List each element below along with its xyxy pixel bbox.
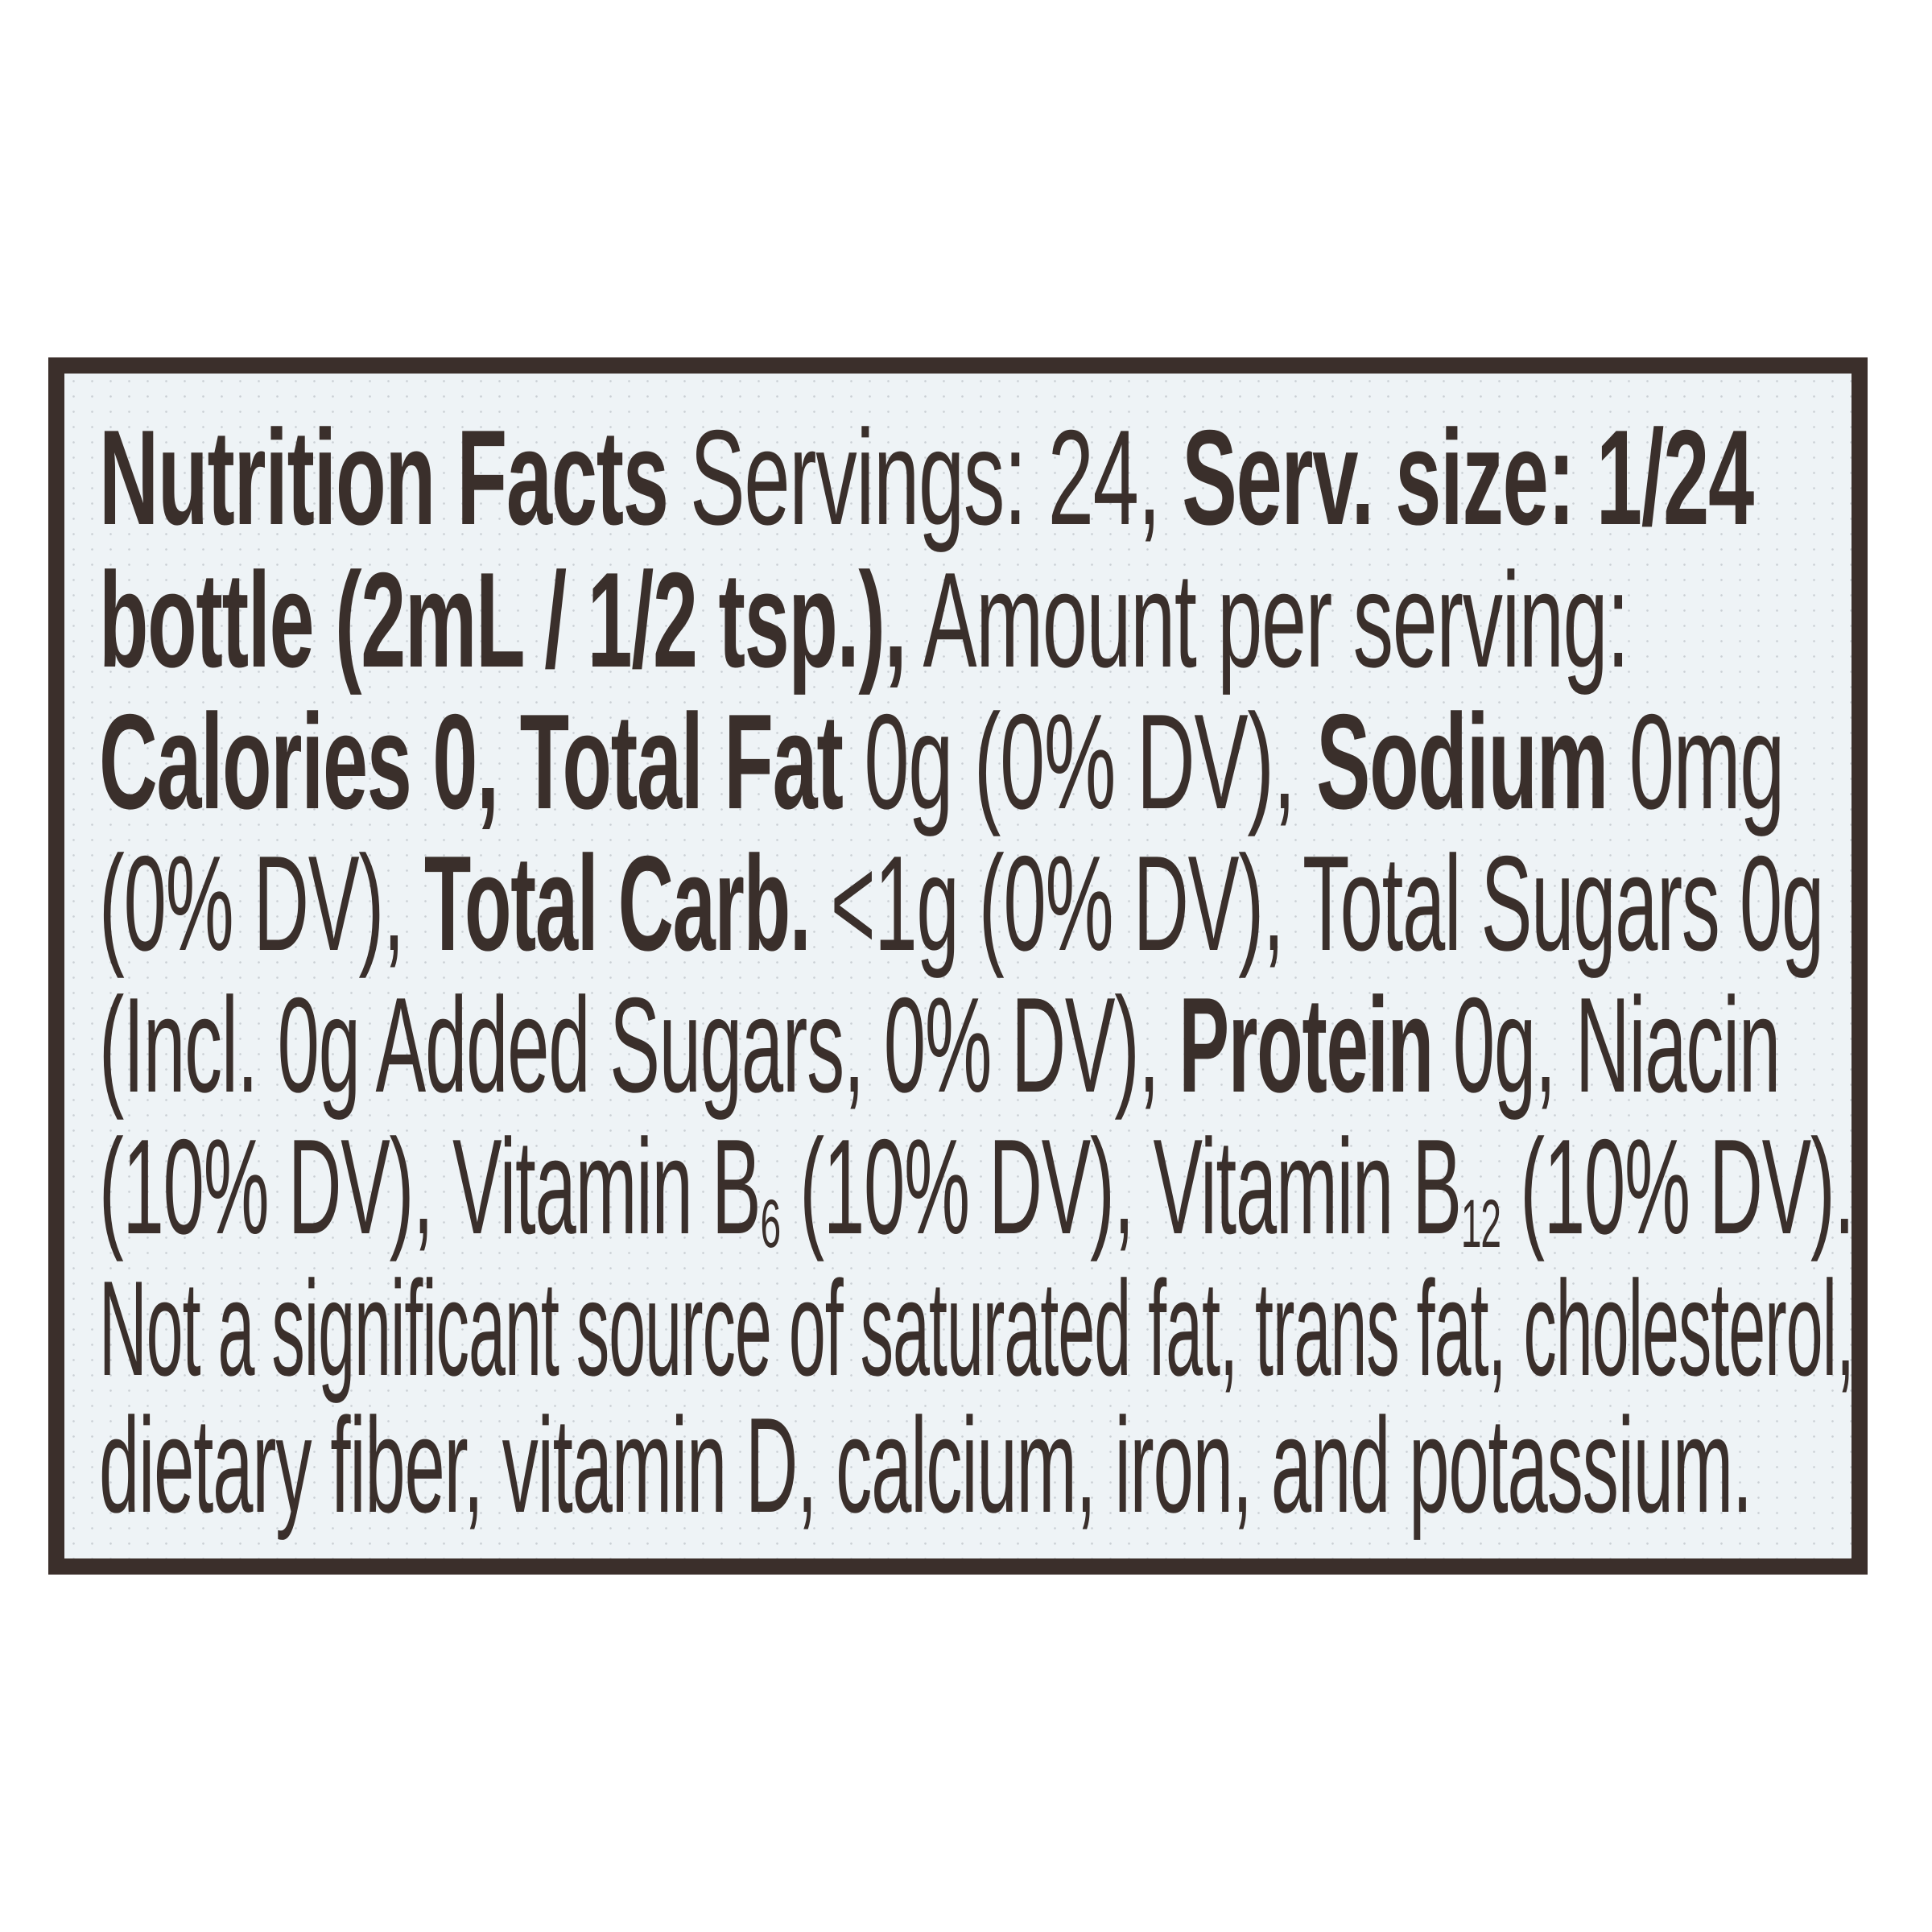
text-line: bottle (2mL / 1/2 tsp.), Amount per serv… [99,549,1629,691]
bold-text: Serv. size: 1/24 [1182,402,1754,553]
nutrition-facts-panel [48,357,1868,1575]
subscript: 12 [1460,1185,1501,1261]
text-line: (Incl. 0g Added Sugars, 0% DV), Protein … [99,974,1781,1116]
bold-text: Calories 0, Total Fat [99,686,844,837]
text-line: (10% DV), Vitamin B6 (10% DV), Vitamin B… [99,1116,1855,1257]
text-line: dietary fiber, vitamin D, calcium, iron,… [99,1394,1752,1536]
bold-text: bottle (2mL / 1/2 tsp.), [99,544,907,696]
bold-text: Total Carb. [423,828,811,979]
text: 0g, Niacin [1432,969,1781,1121]
text: (0% DV), [99,828,424,979]
text: (Incl. 0g Added Sugars, 0% DV), [99,969,1179,1121]
text-line: Not a significant source of saturated fa… [99,1257,1855,1399]
subscript: 6 [760,1185,781,1261]
text: <1g (0% DV), Total Sugars 0g [810,828,1824,979]
text: dietary fiber, vitamin D, calcium, iron,… [99,1389,1752,1541]
text: (10% DV), Vitamin B [99,1111,762,1262]
text: 0mg [1608,686,1785,837]
bold-text: Protein [1179,969,1434,1121]
text: Servings: 24, [667,402,1183,553]
text: (10% DV), Vitamin B [779,1111,1462,1262]
text: Not a significant source of saturated fa… [99,1253,1855,1404]
bold-text: Nutrition Facts [99,402,669,553]
text-line: Nutrition Facts Servings: 24, Serv. size… [99,407,1754,548]
bold-text: Sodium [1316,686,1608,837]
text-line: (0% DV), Total Carb. <1g (0% DV), Total … [99,832,1824,974]
text: Amount per serving: [906,544,1630,696]
text-line: Calories 0, Total Fat 0g (0% DV), Sodium… [99,691,1785,832]
text: (10% DV). [1500,1111,1855,1262]
text: 0g (0% DV), [842,686,1317,837]
